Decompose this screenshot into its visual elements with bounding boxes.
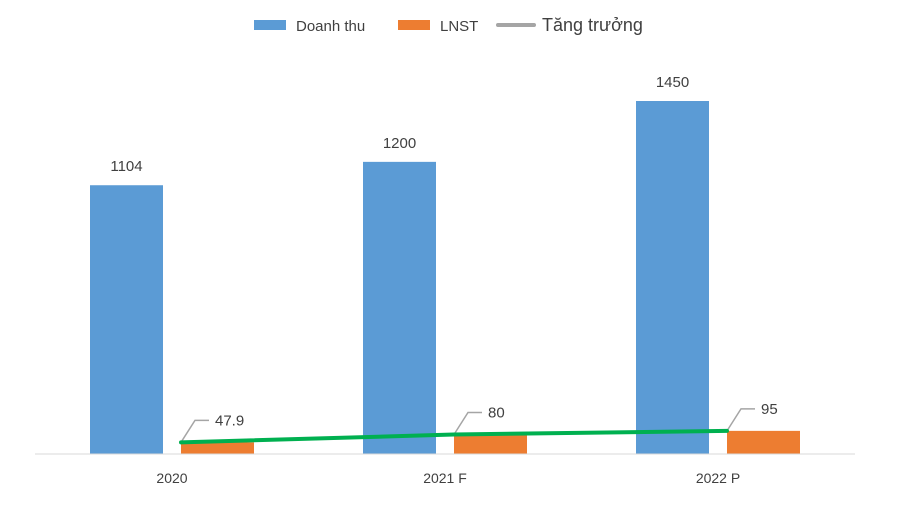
data-label-leaders <box>180 408 755 443</box>
x-tick-label: 2022 P <box>696 470 740 486</box>
legend-swatch-doanh-thu <box>254 20 286 30</box>
bar-doanh-thu-2021-f <box>363 161 436 455</box>
bar-doanh-thu-2020 <box>90 185 163 455</box>
leader-line <box>180 419 209 443</box>
legend-label-tăng-trưởng: Tăng trưởng <box>542 15 643 35</box>
bar-lnst-2021-f <box>454 434 527 454</box>
growth-line-group <box>179 428 729 445</box>
growth-line <box>179 428 729 445</box>
data-label-doanh-thu: 1450 <box>656 74 689 91</box>
x-axis: 2020 2021 F 2022 P <box>35 453 855 486</box>
legend: Doanh thu LNST Tăng trưởng <box>254 15 643 35</box>
legend-label-lnst: LNST <box>440 18 478 35</box>
data-label-lnst: 95 <box>761 401 778 418</box>
leader-line <box>453 411 482 435</box>
data-labels: 1104 1200 1450 47.9 80 95 <box>110 74 777 429</box>
legend-label-doanh-thu: Doanh thu <box>296 18 365 35</box>
bar-doanh-thu-2022-p <box>636 101 709 454</box>
leader-line <box>726 408 755 432</box>
data-label-lnst: 47.9 <box>215 412 244 429</box>
x-tick-label: 2021 F <box>423 470 467 486</box>
bars-group <box>90 101 800 455</box>
data-label-doanh-thu: 1200 <box>383 135 416 152</box>
bar-lnst-2022-p <box>727 430 800 454</box>
data-label-doanh-thu: 1104 <box>110 158 142 175</box>
legend-swatch-lnst <box>398 20 430 30</box>
x-tick-label: 2020 <box>156 470 187 486</box>
data-label-lnst: 80 <box>488 405 505 422</box>
bar-lnst-2020 <box>181 442 254 454</box>
